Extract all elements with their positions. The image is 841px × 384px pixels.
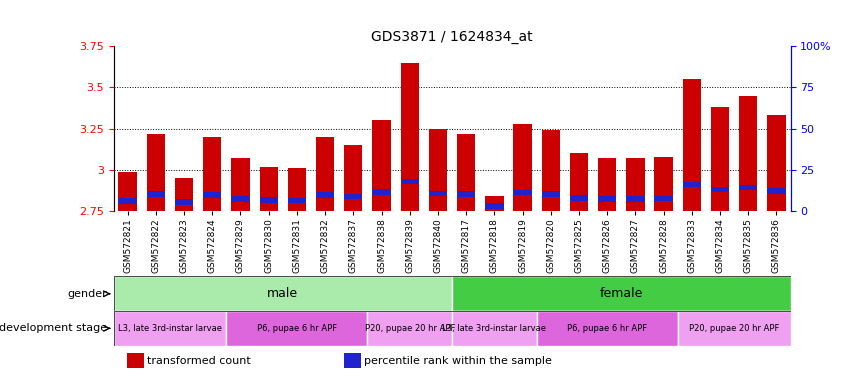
Text: male: male — [267, 287, 299, 300]
Bar — [288, 168, 306, 211]
Bar — [429, 190, 447, 196]
Bar — [537, 311, 678, 346]
Bar — [288, 198, 306, 204]
Bar — [598, 196, 616, 202]
Bar — [739, 96, 758, 211]
Bar — [226, 311, 368, 346]
Bar — [119, 172, 137, 211]
Bar — [175, 199, 193, 205]
Text: P20, pupae 20 hr APF: P20, pupae 20 hr APF — [364, 324, 455, 333]
Bar — [767, 188, 785, 194]
Bar — [678, 311, 791, 346]
Bar — [368, 311, 452, 346]
Bar — [400, 179, 419, 184]
Bar — [175, 178, 193, 211]
Bar — [654, 195, 673, 201]
Bar — [316, 192, 334, 198]
Bar — [344, 145, 362, 211]
Bar — [570, 195, 588, 201]
Text: female: female — [600, 287, 643, 300]
Bar — [344, 353, 361, 368]
Bar — [767, 116, 785, 211]
Text: transformed count: transformed count — [147, 356, 251, 366]
Bar — [739, 185, 758, 190]
Bar — [260, 167, 278, 211]
Text: gender: gender — [67, 289, 107, 299]
Bar — [513, 190, 532, 195]
Bar — [146, 192, 165, 197]
Bar — [203, 137, 221, 211]
Text: development stage: development stage — [0, 323, 107, 333]
Bar — [127, 353, 144, 368]
Bar — [429, 129, 447, 211]
Bar — [203, 192, 221, 198]
Bar — [452, 276, 791, 311]
Bar — [114, 276, 452, 311]
Bar — [457, 134, 475, 211]
Bar — [119, 198, 137, 204]
Bar — [485, 196, 504, 211]
Bar — [711, 187, 729, 192]
Bar — [146, 134, 165, 211]
Bar — [452, 311, 537, 346]
Bar — [316, 137, 334, 211]
Text: P20, pupae 20 hr APF: P20, pupae 20 hr APF — [689, 324, 780, 333]
Bar — [627, 158, 644, 211]
Text: L3, late 3rd-instar larvae: L3, late 3rd-instar larvae — [442, 324, 547, 333]
Bar — [260, 197, 278, 203]
Bar — [373, 189, 391, 195]
Bar — [114, 311, 226, 346]
Bar — [627, 196, 644, 202]
Bar — [711, 107, 729, 211]
Bar — [542, 191, 560, 197]
Bar — [654, 157, 673, 211]
Text: P6, pupae 6 hr APF: P6, pupae 6 hr APF — [567, 324, 648, 333]
Text: percentile rank within the sample: percentile rank within the sample — [364, 356, 552, 366]
Bar — [598, 158, 616, 211]
Bar — [400, 63, 419, 211]
Bar — [683, 182, 701, 187]
Bar — [373, 121, 391, 211]
Text: P6, pupae 6 hr APF: P6, pupae 6 hr APF — [257, 324, 337, 333]
Bar — [542, 130, 560, 211]
Bar — [485, 203, 504, 209]
Title: GDS3871 / 1624834_at: GDS3871 / 1624834_at — [371, 30, 533, 44]
Bar — [231, 196, 250, 202]
Bar — [683, 79, 701, 211]
Bar — [570, 153, 588, 211]
Bar — [344, 194, 362, 199]
Bar — [513, 124, 532, 211]
Bar — [457, 192, 475, 197]
Text: L3, late 3rd-instar larvae: L3, late 3rd-instar larvae — [118, 324, 222, 333]
Bar — [231, 158, 250, 211]
